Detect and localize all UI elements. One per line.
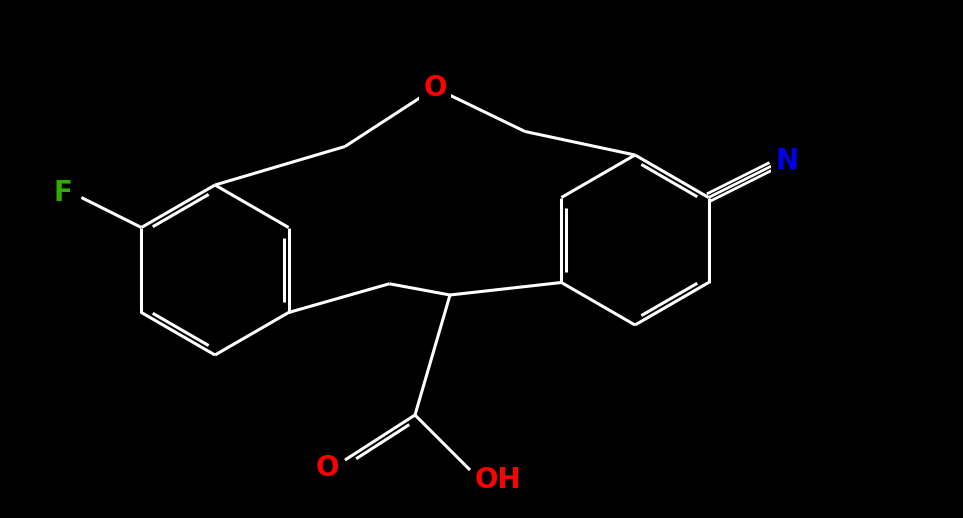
Text: OH: OH — [475, 466, 521, 494]
Text: O: O — [315, 454, 339, 482]
Text: N: N — [775, 147, 798, 175]
Text: O: O — [424, 74, 447, 102]
Text: F: F — [54, 179, 73, 207]
